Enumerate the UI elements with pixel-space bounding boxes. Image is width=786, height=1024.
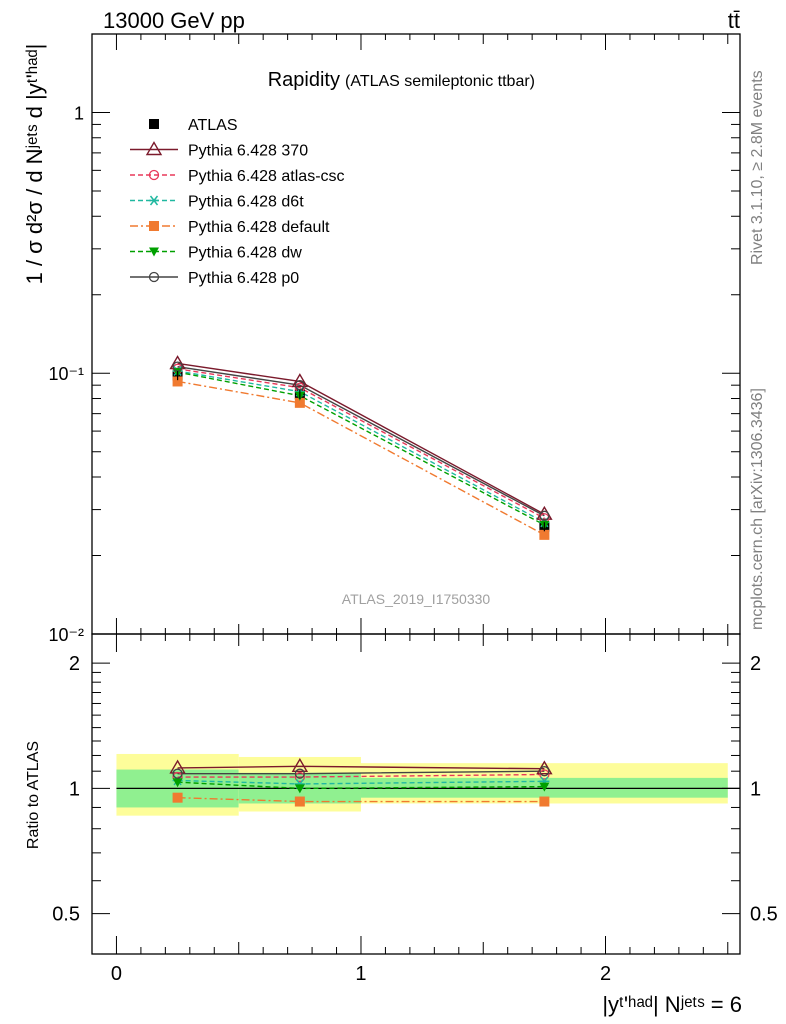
- main-series-line-4: [177, 380, 545, 536]
- main-y-tick-label: 10⁻¹: [48, 364, 84, 384]
- legend-marker-6: [148, 271, 160, 283]
- x-axis-label: |yᵗ'ʰᵃᵈ| Nʲᵉᵗˢ = 6: [602, 992, 742, 1017]
- ratio-series-line-1: [177, 773, 545, 778]
- ratio-point-4-2: [539, 782, 550, 792]
- x-tick-label: 0: [111, 963, 122, 985]
- main-series-line-6: [177, 365, 545, 517]
- legend-marker-2: [148, 169, 160, 181]
- ratio-point-4-1: [294, 784, 305, 794]
- legend-label-0: ATLAS: [188, 117, 238, 134]
- mcplots-label: mcplots.cern.ch [arXiv:1306.3436]: [749, 388, 766, 630]
- ratio-point-3-0: [172, 792, 183, 803]
- ratio-series-points: [169, 757, 553, 807]
- ratio-point-3-2: [539, 796, 550, 807]
- ratio-point-5-2: [539, 766, 550, 777]
- legend: ATLAS Pythia 6.428 370 Pythia 6.428 atlas-…: [130, 117, 345, 287]
- ratio-point-4-0: [172, 778, 183, 788]
- ratio-y-tick-label-right: 1: [750, 778, 761, 800]
- ratio-point-3-1: [294, 796, 305, 807]
- ratio-y-axis-label: Ratio to ATLAS: [25, 741, 42, 849]
- main-point-6-2: [539, 510, 550, 521]
- analysis-watermark: ATLAS_2019_I1750330: [342, 591, 491, 607]
- legend-label-1: Pythia 6.428 370: [188, 143, 308, 160]
- main-series-points: [169, 355, 553, 540]
- ratio-point-1-2: [539, 769, 550, 780]
- main-series-line-1: [177, 362, 545, 515]
- main-series-line-2: [177, 368, 545, 519]
- chart-title: Rapidity: [268, 69, 340, 91]
- legend-marker-5: [149, 247, 159, 257]
- header-right: tt̄: [728, 8, 740, 33]
- legend-label-3: Pythia 6.428 d6t: [188, 194, 304, 211]
- legend-marker-4: [149, 221, 159, 231]
- legend-label-6: Pythia 6.428 p0: [188, 270, 299, 287]
- rivet-label: Rivet 3.1.10, ≥ 2.8M events: [749, 70, 766, 265]
- ratio-y-tick-label-right: 2: [750, 653, 761, 675]
- ratio-series-line-5: [177, 770, 545, 775]
- main-y-tick-label: 1: [74, 103, 84, 123]
- ratio-axis-ticks: 0.5 0.5 1 1 2 2 0 1 2: [52, 634, 778, 985]
- legend-label-5: Pythia 6.428 dw: [188, 245, 302, 262]
- main-point-1-1: [291, 373, 309, 388]
- ratio-y-tick-label-left: 1: [69, 778, 80, 800]
- main-point-6-1: [294, 380, 305, 391]
- main-point-4-2: [539, 529, 550, 540]
- main-point-4-0: [172, 376, 183, 387]
- main-series-line-3: [177, 370, 545, 523]
- ratio-point-0-1: [291, 757, 309, 773]
- main-series-line-5: [177, 371, 545, 526]
- ratio-uncertainty-bands: [116, 753, 740, 816]
- main-axis-ticks: 10⁻² 10⁻¹ 1: [48, 33, 740, 645]
- legend-label-4: Pythia 6.428 default: [188, 219, 330, 236]
- legend-marker-3: [149, 195, 159, 206]
- main-y-tick-label: 10⁻²: [48, 625, 84, 645]
- ratio-point-1-1: [294, 771, 305, 783]
- header-left: 13000 GeV pp: [103, 8, 245, 33]
- ratio-y-tick-label-right: 0.5: [750, 904, 778, 926]
- x-tick-label: 2: [600, 963, 611, 985]
- legend-marker-1: [145, 141, 163, 156]
- ratio-series-line-0: [177, 765, 545, 770]
- chart-subtitle: (ATLAS semileptonic ttbar): [345, 73, 535, 90]
- main-point-4-1: [294, 397, 305, 408]
- ratio-y-tick-label-left: 0.5: [52, 904, 80, 926]
- main-y-axis-label: 1 / σ d²σ / d Nʲᵉᵗˢ d |yᵗ'ʰᵃᵈ|: [22, 44, 47, 285]
- ratio-point-5-0: [172, 768, 183, 779]
- ratio-point-5-1: [294, 768, 305, 779]
- legend-marker-0: [149, 119, 159, 129]
- legend-label-2: Pythia 6.428 atlas-csc: [188, 168, 345, 185]
- ratio-y-tick-label-left: 2: [69, 653, 80, 675]
- x-tick-label: 1: [355, 963, 366, 985]
- ratio-plot-frame: [91, 633, 741, 955]
- main-series-lines: [177, 362, 545, 536]
